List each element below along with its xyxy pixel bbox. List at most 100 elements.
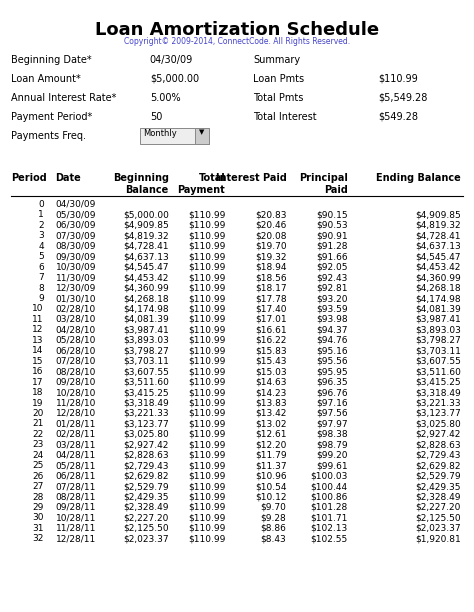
Text: 24: 24 xyxy=(33,451,44,460)
Text: $3,511.60: $3,511.60 xyxy=(123,378,169,387)
Text: $8.43: $8.43 xyxy=(261,534,286,543)
Text: $95.95: $95.95 xyxy=(316,367,348,376)
Text: $2,529.79: $2,529.79 xyxy=(415,472,461,480)
Text: $98.38: $98.38 xyxy=(316,430,348,439)
Text: $101.71: $101.71 xyxy=(310,513,348,523)
Text: $2,125.50: $2,125.50 xyxy=(415,513,461,523)
Text: 18: 18 xyxy=(32,388,44,397)
Text: 08/30/09: 08/30/09 xyxy=(55,242,96,251)
Text: $18.17: $18.17 xyxy=(255,283,286,293)
Text: Total Interest: Total Interest xyxy=(254,111,317,122)
Text: $110.99: $110.99 xyxy=(378,74,418,84)
Text: $110.99: $110.99 xyxy=(188,315,225,324)
Text: 04/28/11: 04/28/11 xyxy=(55,451,96,460)
Text: $92.43: $92.43 xyxy=(316,273,348,282)
Text: 08/28/11: 08/28/11 xyxy=(55,493,96,502)
Text: 12/28/10: 12/28/10 xyxy=(55,409,96,418)
Text: $4,453.42: $4,453.42 xyxy=(123,273,169,282)
Text: $110.99: $110.99 xyxy=(188,367,225,376)
Text: $2,828.63: $2,828.63 xyxy=(415,440,461,449)
Text: 17: 17 xyxy=(32,378,44,387)
Text: 03/28/10: 03/28/10 xyxy=(55,315,96,324)
Text: $17.40: $17.40 xyxy=(255,305,286,313)
Text: $2,125.50: $2,125.50 xyxy=(123,524,169,533)
Text: $4,545.47: $4,545.47 xyxy=(415,252,461,261)
Text: Payments Freq.: Payments Freq. xyxy=(11,130,86,141)
Text: 06/28/11: 06/28/11 xyxy=(55,472,96,480)
Text: $19.32: $19.32 xyxy=(255,252,286,261)
Text: 6: 6 xyxy=(38,263,44,272)
Text: 01/30/10: 01/30/10 xyxy=(55,294,96,303)
Text: 0: 0 xyxy=(38,200,44,209)
Text: Payment Period*: Payment Period* xyxy=(11,111,92,122)
Text: $9.28: $9.28 xyxy=(261,513,286,523)
Text: $3,798.27: $3,798.27 xyxy=(123,346,169,356)
Text: Annual Interest Rate*: Annual Interest Rate* xyxy=(11,93,116,103)
Text: $3,607.55: $3,607.55 xyxy=(123,367,169,376)
Text: $2,729.43: $2,729.43 xyxy=(123,461,169,470)
Text: $3,221.33: $3,221.33 xyxy=(415,398,461,408)
Text: $91.66: $91.66 xyxy=(316,252,348,261)
Text: 05/30/09: 05/30/09 xyxy=(55,211,96,220)
Text: $4,453.42: $4,453.42 xyxy=(415,263,461,272)
Text: $93.59: $93.59 xyxy=(316,305,348,313)
Text: $2,729.43: $2,729.43 xyxy=(415,451,461,460)
Text: $98.79: $98.79 xyxy=(316,440,348,449)
Text: Beginning Date*: Beginning Date* xyxy=(11,55,91,65)
Text: $3,123.77: $3,123.77 xyxy=(415,409,461,418)
Text: $95.16: $95.16 xyxy=(316,346,348,356)
Text: 9: 9 xyxy=(38,294,44,303)
Text: 23: 23 xyxy=(32,440,44,449)
Text: $19.70: $19.70 xyxy=(255,242,286,251)
Text: $16.22: $16.22 xyxy=(255,336,286,345)
Text: $93.98: $93.98 xyxy=(316,315,348,324)
Text: 30: 30 xyxy=(32,513,44,523)
Text: $102.13: $102.13 xyxy=(310,524,348,533)
Text: $2,023.37: $2,023.37 xyxy=(123,534,169,543)
Text: $13.83: $13.83 xyxy=(255,398,286,408)
Text: 12/28/11: 12/28/11 xyxy=(55,534,96,543)
Text: $110.99: $110.99 xyxy=(188,378,225,387)
Text: ▼: ▼ xyxy=(200,129,205,135)
Text: $3,798.27: $3,798.27 xyxy=(415,336,461,345)
Text: $4,081.39: $4,081.39 xyxy=(415,305,461,313)
Text: $102.55: $102.55 xyxy=(310,534,348,543)
Text: $4,174.98: $4,174.98 xyxy=(415,294,461,303)
Text: Monthly: Monthly xyxy=(143,129,176,138)
Text: $110.99: $110.99 xyxy=(188,336,225,345)
Text: $94.76: $94.76 xyxy=(316,336,348,345)
Text: 50: 50 xyxy=(150,111,162,122)
Text: $4,637.13: $4,637.13 xyxy=(123,252,169,261)
Text: $3,415.25: $3,415.25 xyxy=(123,388,169,397)
Text: $97.56: $97.56 xyxy=(316,409,348,418)
Text: 8: 8 xyxy=(38,283,44,293)
Text: Total: Total xyxy=(199,173,225,183)
Text: $3,703.11: $3,703.11 xyxy=(415,346,461,356)
Text: 09/28/10: 09/28/10 xyxy=(55,378,96,387)
Text: 26: 26 xyxy=(32,472,44,480)
Text: $110.99: $110.99 xyxy=(188,326,225,334)
Text: $2,227.20: $2,227.20 xyxy=(123,513,169,523)
Text: $91.28: $91.28 xyxy=(316,242,348,251)
Text: $4,909.85: $4,909.85 xyxy=(123,221,169,230)
Text: 32: 32 xyxy=(32,534,44,543)
Text: Interest Paid: Interest Paid xyxy=(216,173,286,183)
Text: 31: 31 xyxy=(32,524,44,533)
Text: $3,893.03: $3,893.03 xyxy=(123,336,169,345)
Text: $110.99: $110.99 xyxy=(188,534,225,543)
Text: Summary: Summary xyxy=(254,55,301,65)
Text: $100.44: $100.44 xyxy=(310,482,348,491)
Text: $4,909.85: $4,909.85 xyxy=(415,211,461,220)
Text: $110.99: $110.99 xyxy=(188,430,225,439)
Text: $4,174.98: $4,174.98 xyxy=(123,305,169,313)
Text: $2,227.20: $2,227.20 xyxy=(415,503,461,512)
Text: $15.83: $15.83 xyxy=(255,346,286,356)
Text: 11/28/10: 11/28/10 xyxy=(55,398,96,408)
Text: $2,629.82: $2,629.82 xyxy=(123,472,169,480)
Text: 16: 16 xyxy=(32,367,44,376)
Text: $2,927.42: $2,927.42 xyxy=(123,440,169,449)
FancyBboxPatch shape xyxy=(195,128,209,144)
Text: 3: 3 xyxy=(38,231,44,241)
Text: 22: 22 xyxy=(33,430,44,439)
Text: $3,703.11: $3,703.11 xyxy=(123,357,169,366)
